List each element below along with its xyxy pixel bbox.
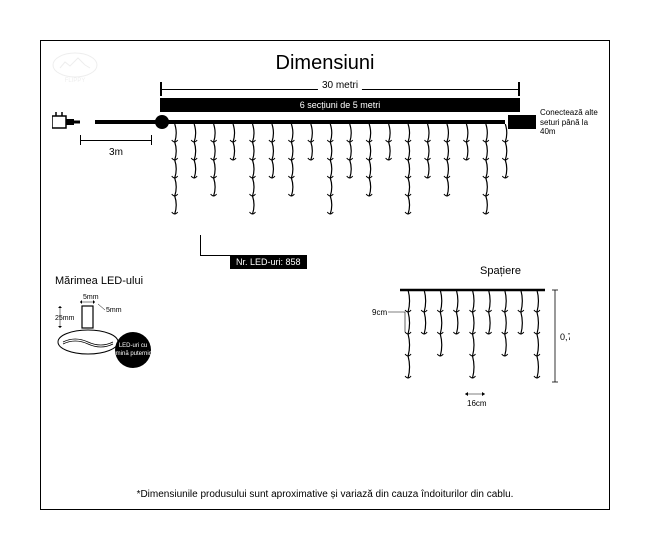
svg-text:25mm: 25mm (55, 315, 75, 322)
svg-text:FLIPPY: FLIPPY (65, 78, 86, 84)
brand-logo: FLIPPY (50, 50, 100, 90)
svg-text:0,7m: 0,7m (560, 332, 570, 342)
led-size-section: Mărimea LED-ului 5mm 5mm 25mm LED-uri cu… (55, 275, 205, 382)
spacing-diagram: 9cm 16cm 0,7m (370, 282, 570, 412)
svg-text:lumină puternică: lumină puternică (111, 351, 156, 357)
length-label: 30 metri (318, 80, 362, 91)
svg-text:9cm: 9cm (372, 308, 387, 317)
svg-text:LED-uri cu: LED-uri cu (119, 343, 147, 349)
svg-text:16cm: 16cm (467, 399, 487, 408)
spacing-title: Spațiere (480, 265, 590, 277)
svg-text:5mm: 5mm (106, 307, 122, 314)
icicle-curtain (165, 124, 515, 244)
led-count-badge: Nr. LED-uri: 858 (230, 255, 307, 269)
footnote-text: *Dimensiunile produsului sunt aproximati… (137, 489, 514, 500)
cable-length: 3m (80, 147, 152, 158)
led-size-title: Mărimea LED-ului (55, 275, 205, 287)
connect-text: Conectează alte seturi până la 40m (540, 108, 600, 137)
main-title: Dimensiuni (276, 52, 375, 75)
spacing-section: Spațiere 9cm 16cm 0,7m (370, 265, 590, 412)
main-dimension: 30 metri 6 secțiuni de 5 metri (160, 82, 520, 112)
sections-label: 6 secțiuni de 5 metri (160, 98, 520, 112)
led-width-label: 5mm (83, 294, 99, 301)
led-diagram: 5mm 5mm 25mm LED-uri cu lumină puternică (55, 292, 185, 382)
cable-dimension: 3m (80, 135, 152, 158)
